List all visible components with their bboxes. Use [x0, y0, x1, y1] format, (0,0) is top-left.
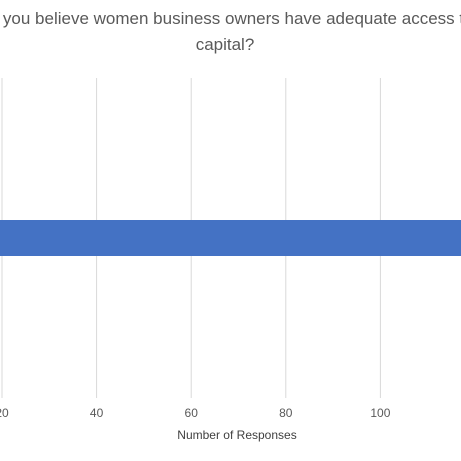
bar-0-0	[0, 220, 461, 256]
chart-title-line-2: capital?	[196, 35, 255, 54]
chart-title: Do you believe women business owners hav…	[0, 9, 461, 54]
x-tick-label-60: 60	[185, 406, 199, 420]
chart-title-line-1: Do you believe women business owners hav…	[0, 9, 461, 28]
bars	[0, 220, 461, 256]
x-tick-label-80: 80	[279, 406, 293, 420]
x-tick-label-40: 40	[90, 406, 104, 420]
x-tick-label-100: 100	[370, 406, 390, 420]
x-tick-labels: 20 40 60 80 100	[0, 406, 391, 420]
x-tick-label-20: 20	[0, 406, 9, 420]
x-axis-title: Number of Responses	[177, 428, 296, 442]
